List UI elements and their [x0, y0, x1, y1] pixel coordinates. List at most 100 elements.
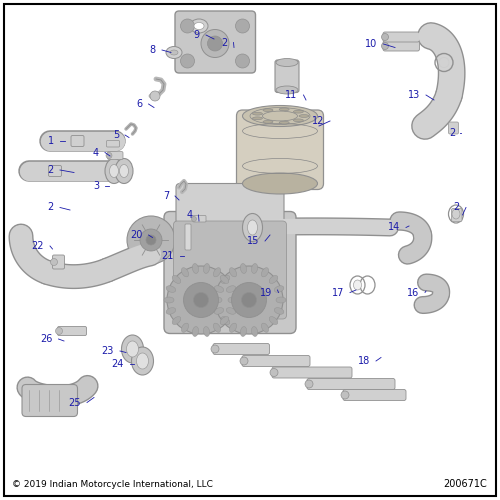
Ellipse shape	[226, 286, 236, 292]
Ellipse shape	[279, 121, 289, 124]
FancyBboxPatch shape	[383, 41, 420, 51]
Ellipse shape	[105, 158, 123, 184]
Ellipse shape	[182, 268, 188, 277]
Ellipse shape	[164, 297, 174, 303]
Ellipse shape	[230, 323, 236, 332]
Circle shape	[180, 19, 194, 33]
Circle shape	[127, 216, 175, 264]
Ellipse shape	[248, 220, 258, 235]
Ellipse shape	[166, 308, 175, 314]
Circle shape	[341, 391, 349, 399]
FancyBboxPatch shape	[236, 110, 324, 190]
Ellipse shape	[220, 316, 229, 324]
Ellipse shape	[166, 46, 182, 58]
Circle shape	[140, 229, 162, 251]
Text: 200671C: 200671C	[444, 479, 488, 489]
Text: 19: 19	[260, 288, 272, 298]
Circle shape	[194, 292, 208, 308]
Text: 17: 17	[332, 288, 344, 298]
Circle shape	[270, 368, 278, 376]
Text: 2: 2	[449, 128, 455, 138]
Ellipse shape	[214, 308, 224, 314]
FancyBboxPatch shape	[106, 140, 120, 147]
Ellipse shape	[214, 286, 224, 292]
Text: 20: 20	[130, 230, 142, 240]
Text: © 2019 Indian Motorcycle International, LLC: © 2019 Indian Motorcycle International, …	[12, 480, 213, 489]
Ellipse shape	[226, 308, 236, 314]
Ellipse shape	[214, 268, 220, 277]
FancyBboxPatch shape	[174, 221, 286, 319]
Text: 10: 10	[365, 39, 378, 49]
Circle shape	[201, 30, 229, 58]
Ellipse shape	[263, 120, 273, 123]
Ellipse shape	[126, 341, 138, 357]
FancyBboxPatch shape	[4, 4, 496, 496]
Ellipse shape	[170, 50, 178, 55]
Circle shape	[106, 152, 112, 158]
Ellipse shape	[252, 264, 258, 274]
Ellipse shape	[166, 286, 175, 292]
FancyBboxPatch shape	[242, 356, 310, 366]
FancyBboxPatch shape	[108, 152, 123, 160]
Circle shape	[184, 282, 218, 318]
Circle shape	[236, 19, 250, 33]
Text: 12: 12	[312, 116, 324, 126]
Text: 2: 2	[48, 202, 54, 212]
FancyBboxPatch shape	[275, 60, 299, 92]
Ellipse shape	[240, 264, 246, 274]
FancyBboxPatch shape	[448, 122, 458, 134]
Text: 24: 24	[112, 359, 124, 369]
Ellipse shape	[120, 164, 128, 177]
Text: 6: 6	[136, 99, 142, 109]
Ellipse shape	[194, 22, 204, 30]
Circle shape	[236, 54, 250, 68]
Ellipse shape	[240, 326, 246, 336]
Circle shape	[192, 216, 196, 222]
Ellipse shape	[110, 164, 118, 177]
Ellipse shape	[242, 106, 318, 126]
Ellipse shape	[263, 109, 273, 112]
Text: 2: 2	[221, 38, 228, 48]
Text: 11: 11	[285, 90, 298, 100]
Text: 21: 21	[162, 251, 174, 261]
Ellipse shape	[192, 264, 198, 274]
Text: 16: 16	[407, 288, 419, 298]
FancyBboxPatch shape	[343, 390, 406, 400]
FancyBboxPatch shape	[175, 11, 256, 73]
FancyBboxPatch shape	[185, 224, 191, 250]
Circle shape	[146, 235, 156, 245]
Ellipse shape	[294, 110, 304, 113]
Ellipse shape	[204, 264, 210, 274]
Ellipse shape	[172, 276, 181, 283]
FancyBboxPatch shape	[307, 378, 395, 390]
FancyBboxPatch shape	[48, 166, 62, 176]
Circle shape	[180, 54, 194, 68]
Circle shape	[211, 345, 219, 353]
Text: 22: 22	[32, 241, 44, 251]
Ellipse shape	[276, 86, 298, 94]
Ellipse shape	[252, 117, 262, 119]
Circle shape	[305, 380, 313, 388]
FancyBboxPatch shape	[213, 344, 270, 354]
Text: 18: 18	[358, 356, 370, 366]
Text: 1: 1	[48, 136, 54, 146]
Text: 2: 2	[48, 165, 54, 175]
Ellipse shape	[214, 323, 220, 332]
Text: 13: 13	[408, 90, 420, 100]
FancyBboxPatch shape	[164, 212, 296, 334]
FancyBboxPatch shape	[452, 208, 462, 222]
Text: 2: 2	[454, 202, 460, 212]
FancyBboxPatch shape	[176, 184, 284, 224]
Ellipse shape	[221, 276, 230, 283]
Ellipse shape	[354, 280, 362, 290]
Ellipse shape	[132, 347, 154, 375]
Ellipse shape	[262, 268, 268, 277]
Ellipse shape	[242, 173, 318, 194]
Ellipse shape	[230, 268, 236, 277]
Text: 7: 7	[163, 191, 169, 201]
Circle shape	[240, 357, 248, 365]
Ellipse shape	[115, 158, 133, 184]
Circle shape	[232, 282, 266, 318]
Ellipse shape	[274, 286, 284, 292]
Ellipse shape	[279, 108, 289, 111]
